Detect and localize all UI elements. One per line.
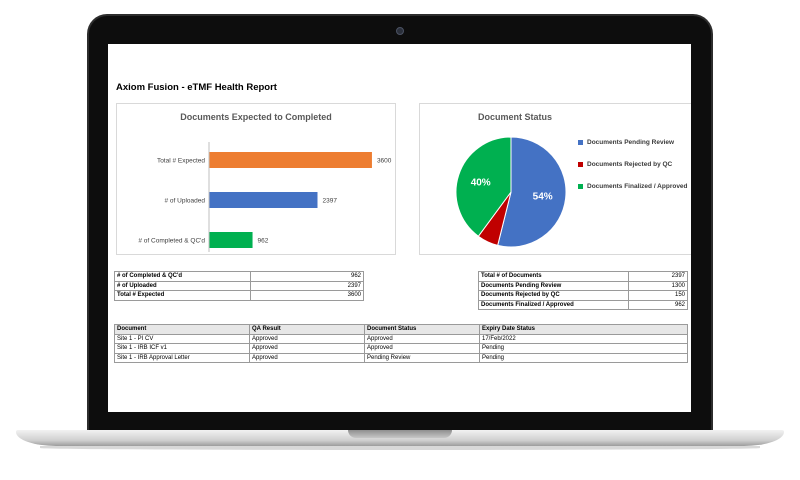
summary-value: 1300 <box>628 280 688 291</box>
summary-value: 962 <box>628 299 688 310</box>
summary-value: 3600 <box>250 290 364 301</box>
summary-value: 150 <box>628 290 688 301</box>
summary-label: Documents Pending Review <box>478 280 629 291</box>
laptop-opening-notch <box>348 430 452 438</box>
column-header-document-status: Document Status <box>364 324 480 335</box>
table-cell: Approved <box>249 333 365 344</box>
table-cell: Site 1 - IRB ICF v1 <box>114 343 250 354</box>
bar-category-label: Total # Expected <box>157 158 205 165</box>
pie-chart-canvas: 54% 40% <box>455 136 567 248</box>
summary-value: 962 <box>250 271 364 282</box>
laptop-screen: Axiom Fusion - eTMF Health Report Docume… <box>108 44 691 412</box>
bar <box>209 152 372 168</box>
bar-chart-title: Documents Expected to Completed <box>180 112 332 122</box>
bar-category-label: # of Uploaded <box>165 198 206 205</box>
table-cell: Approved <box>364 343 480 354</box>
table-row: # of Completed & QC'd 962 <box>114 271 364 282</box>
legend-item: Documents Finalized / Approved <box>578 175 688 197</box>
pie-slice <box>455 136 512 237</box>
summary-label: Total # Expected <box>114 290 251 301</box>
legend-swatch-icon <box>578 183 583 189</box>
table-cell: Pending <box>479 352 688 363</box>
document-status-chart: Document Status 54% 40% Documents Pending… <box>419 103 691 255</box>
column-header-document: Document <box>114 324 250 335</box>
legend-item: Documents Pending Review <box>578 131 688 153</box>
bar <box>209 192 318 208</box>
table-cell: Site 1 - IRB Approval Letter <box>114 352 250 363</box>
legend-swatch-icon <box>578 139 583 145</box>
table-row: Site 1 - PI CV Approved Approved 17/Feb/202… <box>114 333 688 344</box>
table-cell: Site 1 - PI CV <box>114 333 250 344</box>
legend-label: Documents Finalized / Approved <box>587 182 688 190</box>
document-detail-table: Document QA Result Document Status Expir… <box>114 324 688 363</box>
pie-legend: Documents Pending Review Documents Reject… <box>578 131 688 197</box>
table-cell: 17/Feb/2022 <box>479 333 688 344</box>
report-title: Axiom Fusion - eTMF Health Report <box>116 82 277 93</box>
table-row: Site 1 - IRB ICF v1 Approved Approved Pendi… <box>114 343 688 354</box>
table-row: Site 1 - IRB Approval Letter Approved Pend… <box>114 352 688 363</box>
table-cell: Approved <box>249 343 365 354</box>
expected-summary-table: # of Completed & QC'd 962 # of Uploaded 239… <box>114 271 364 301</box>
summary-value: 2397 <box>628 271 688 282</box>
summary-label: # of Uploaded <box>114 280 251 291</box>
table-cell: Approved <box>364 333 480 344</box>
status-summary-table: Total # of Documents 2397 Documents Pendin… <box>478 271 688 310</box>
bar <box>209 232 253 248</box>
pie-chart-title: Document Status <box>477 112 552 122</box>
table-header-row: Document QA Result Document Status Expir… <box>114 324 688 335</box>
summary-value: 2397 <box>250 280 364 291</box>
summary-label: Total # of Documents <box>478 271 629 282</box>
legend-label: Documents Pending Review <box>587 138 675 146</box>
laptop-base <box>16 430 784 446</box>
legend-item: Documents Rejected by QC <box>578 153 688 175</box>
table-row: Documents Finalized / Approved 962 <box>478 299 688 310</box>
summary-label: Documents Finalized / Approved <box>478 299 629 310</box>
legend-label: Documents Rejected by QC <box>587 160 673 168</box>
table-row: Total # Expected 3600 <box>114 290 364 301</box>
pie-percent-label: 40% <box>471 178 491 189</box>
table-row: # of Uploaded 2397 <box>114 280 364 291</box>
webcam-icon <box>396 27 404 35</box>
laptop-base-shadow <box>40 446 760 450</box>
pie-slice <box>497 136 567 248</box>
summary-label: Documents Rejected by QC <box>478 290 629 301</box>
table-cell: Pending Review <box>364 352 480 363</box>
pie-percent-label: 54% <box>533 191 553 202</box>
table-cell: Pending <box>479 343 688 354</box>
column-header-qa-result: QA Result <box>249 324 365 335</box>
column-header-expiry-date-status: Expiry Date Status <box>479 324 688 335</box>
table-row: Documents Pending Review 1300 <box>478 280 688 291</box>
table-row: Total # of Documents 2397 <box>478 271 688 282</box>
legend-swatch-icon <box>578 161 583 167</box>
bar-value-label: 3600 <box>377 158 392 165</box>
table-cell: Approved <box>249 352 365 363</box>
bar-chart-canvas: Total # Expected 3600 # of Uploaded 2397 # o… <box>138 142 392 252</box>
bar-value-label: 2397 <box>322 198 337 205</box>
summary-label: # of Completed & QC'd <box>114 271 251 282</box>
bar-value-label: 962 <box>258 238 269 245</box>
expected-to-completed-chart: Documents Expected to Completed Total # … <box>116 103 396 255</box>
bar-category-label: # of Completed & QC'd <box>138 238 205 245</box>
table-row: Documents Rejected by QC 150 <box>478 290 688 301</box>
